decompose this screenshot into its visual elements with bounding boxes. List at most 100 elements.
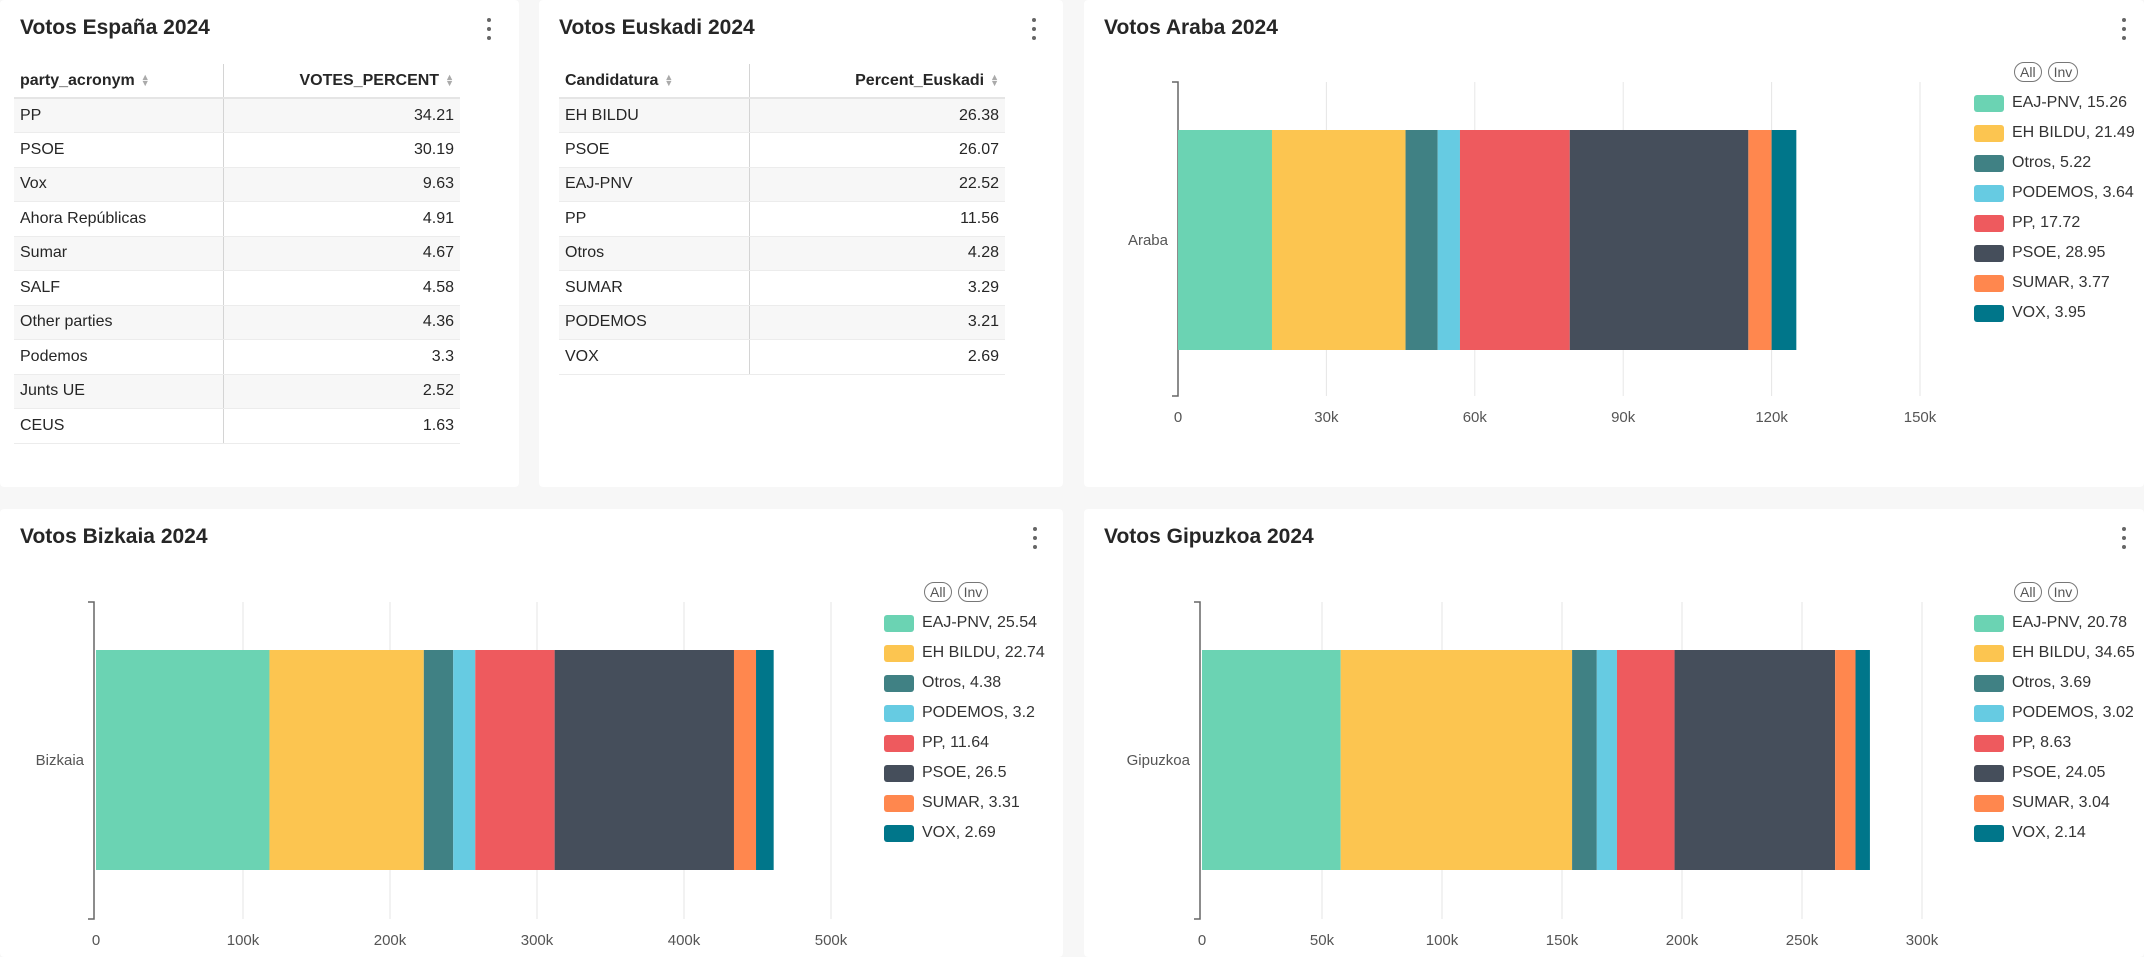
column-header-percent-euskadi[interactable]: Percent_Euskadi ▲ ▼ — [749, 64, 1005, 99]
legend-item[interactable]: SUMAR, 3.77 — [1974, 268, 2135, 298]
legend-swatch — [1974, 824, 2004, 842]
x-tick-label: 0 — [1174, 409, 1182, 426]
bar-segment-psoe[interactable] — [1569, 130, 1749, 350]
x-tick-label: 50k — [1310, 932, 1335, 949]
legend-item[interactable]: VOX, 3.95 — [1974, 298, 2135, 328]
legend-item[interactable]: PSOE, 28.95 — [1974, 238, 2135, 268]
bar-segment-pp[interactable] — [475, 650, 555, 870]
legend-item[interactable]: PODEMOS, 3.64 — [1974, 178, 2135, 208]
x-tick-label: 60k — [1463, 409, 1488, 426]
bar-segment-vox[interactable] — [756, 650, 774, 870]
legend-label: PODEMOS, 3.64 — [2012, 184, 2134, 201]
more-options-icon[interactable] — [2119, 527, 2129, 549]
legend-item[interactable]: VOX, 2.69 — [884, 818, 1045, 848]
x-tick-label: 300k — [521, 932, 554, 949]
legend-item[interactable]: PSOE, 24.05 — [1974, 758, 2135, 788]
legend-item[interactable]: PODEMOS, 3.02 — [1974, 698, 2135, 728]
column-header-candidatura[interactable]: Candidatura ▲ ▼ — [559, 64, 750, 99]
legend-item[interactable]: PP, 8.63 — [1974, 728, 2135, 758]
bar-segment-vox[interactable] — [1771, 130, 1797, 350]
percent-cell: 3.29 — [749, 270, 1005, 306]
party-cell: PSOE — [559, 132, 750, 168]
legend-item[interactable]: VOX, 2.14 — [1974, 818, 2135, 848]
bar-segment-otros[interactable] — [1572, 650, 1597, 870]
more-options-icon[interactable] — [1030, 527, 1040, 549]
legend-swatch — [884, 734, 914, 752]
legend-label: Otros, 4.38 — [922, 674, 1002, 691]
legend-swatch — [1974, 214, 2004, 232]
legend-item[interactable]: Otros, 4.38 — [884, 668, 1045, 698]
legend-all-button[interactable]: All — [2014, 62, 2042, 82]
bar-segment-vox[interactable] — [1855, 650, 1870, 870]
legend-label: Otros, 3.69 — [2012, 674, 2092, 691]
gipuzkoa-legend: All Inv EAJ-PNV, 20.78 EH BILDU, 34.65 Otros… — [1974, 582, 2135, 848]
card-votos-bizkaia: Votos Bizkaia 2024 0 100k 200k 300k 400k 500k… — [0, 509, 1063, 957]
legend-inv-button[interactable]: Inv — [2047, 582, 2079, 602]
bar-segment-sumar[interactable] — [733, 650, 757, 870]
legend-inv-button[interactable]: Inv — [957, 582, 989, 602]
legend-item[interactable]: EAJ-PNV, 15.26 — [1974, 88, 2135, 118]
bar-segment-sumar[interactable] — [1748, 130, 1772, 350]
bar-segment-eaj-pnv[interactable] — [1178, 130, 1272, 350]
legend-item[interactable]: PODEMOS, 3.2 — [884, 698, 1045, 728]
bar-segment-psoe[interactable] — [1674, 650, 1836, 870]
legend-item[interactable]: EAJ-PNV, 20.78 — [1974, 608, 2135, 638]
legend-item[interactable]: PP, 11.64 — [884, 728, 1045, 758]
bar-segment-psoe[interactable] — [554, 650, 734, 870]
legend-swatch — [884, 674, 914, 692]
bar-segment-eaj-pnv[interactable] — [1202, 650, 1341, 870]
table-row: CEUS 1.63 — [14, 408, 460, 444]
legend-swatch — [1974, 614, 2004, 632]
bar-segment-otros[interactable] — [1405, 130, 1438, 350]
more-options-icon[interactable] — [484, 18, 494, 40]
table-row: PSOE 26.07 — [559, 132, 1005, 168]
bar-segment-sumar[interactable] — [1835, 650, 1856, 870]
bar-segment-pp[interactable] — [1616, 650, 1675, 870]
sort-icon[interactable]: ▲ ▼ — [990, 72, 999, 89]
sort-icon[interactable]: ▲ ▼ — [140, 72, 150, 89]
legend-item[interactable]: Otros, 5.22 — [1974, 148, 2135, 178]
legend-inv-button[interactable]: Inv — [2047, 62, 2079, 82]
bar-segment-otros[interactable] — [423, 650, 454, 870]
legend-item[interactable]: PSOE, 26.5 — [884, 758, 1045, 788]
bar-segment-podemos[interactable] — [1596, 650, 1617, 870]
sort-icon[interactable]: ▲ ▼ — [664, 72, 674, 89]
legend-item[interactable]: PP, 17.72 — [1974, 208, 2135, 238]
bar-segment-eh-bildu[interactable] — [269, 650, 424, 870]
more-options-icon[interactable] — [1029, 18, 1039, 40]
bar-segment-podemos[interactable] — [1437, 130, 1460, 350]
legend-swatch — [1974, 304, 2004, 322]
bar-segment-eaj-pnv[interactable] — [96, 650, 270, 870]
legend-item[interactable]: EH BILDU, 21.49 — [1974, 118, 2135, 148]
table-row: SALF 4.58 — [14, 270, 460, 306]
legend-all-button[interactable]: All — [924, 582, 952, 602]
legend-item[interactable]: EAJ-PNV, 25.54 — [884, 608, 1045, 638]
legend-label: PP, 17.72 — [2012, 214, 2081, 231]
bar-segment-eh-bildu[interactable] — [1271, 130, 1406, 350]
legend-all-button[interactable]: All — [2014, 582, 2042, 602]
column-header-party[interactable]: party_acronym ▲ ▼ — [14, 64, 224, 99]
legend-item[interactable]: SUMAR, 3.31 — [884, 788, 1045, 818]
bar-segment-eh-bildu[interactable] — [1340, 650, 1573, 870]
legend-label: PSOE, 26.5 — [922, 764, 1007, 781]
legend-item[interactable]: EH BILDU, 34.65 — [1974, 638, 2135, 668]
legend-swatch — [1974, 764, 2004, 782]
card-title: Votos Gipuzkoa 2024 — [1104, 525, 1314, 548]
legend-swatch — [1974, 94, 2004, 112]
legend-label: SUMAR, 3.04 — [2012, 794, 2110, 811]
party-cell: Other parties — [14, 305, 224, 340]
bar-segment-podemos[interactable] — [453, 650, 476, 870]
legend-label: EH BILDU, 21.49 — [2012, 124, 2135, 141]
table-row: Sumar 4.67 — [14, 236, 460, 271]
legend-swatch — [884, 764, 914, 782]
sort-icon[interactable]: ▲ ▼ — [445, 72, 454, 89]
bar-segment-pp[interactable] — [1459, 130, 1570, 350]
legend-item[interactable]: EH BILDU, 22.74 — [884, 638, 1045, 668]
legend-item[interactable]: Otros, 3.69 — [1974, 668, 2135, 698]
column-header-votes-percent[interactable]: VOTES_PERCENT ▲ ▼ — [223, 64, 460, 99]
percent-cell: 4.36 — [223, 305, 460, 340]
more-options-icon[interactable] — [2119, 18, 2129, 40]
x-tick-label: 250k — [1786, 932, 1819, 949]
legend-item[interactable]: SUMAR, 3.04 — [1974, 788, 2135, 818]
legend-label: PODEMOS, 3.02 — [2012, 704, 2134, 721]
